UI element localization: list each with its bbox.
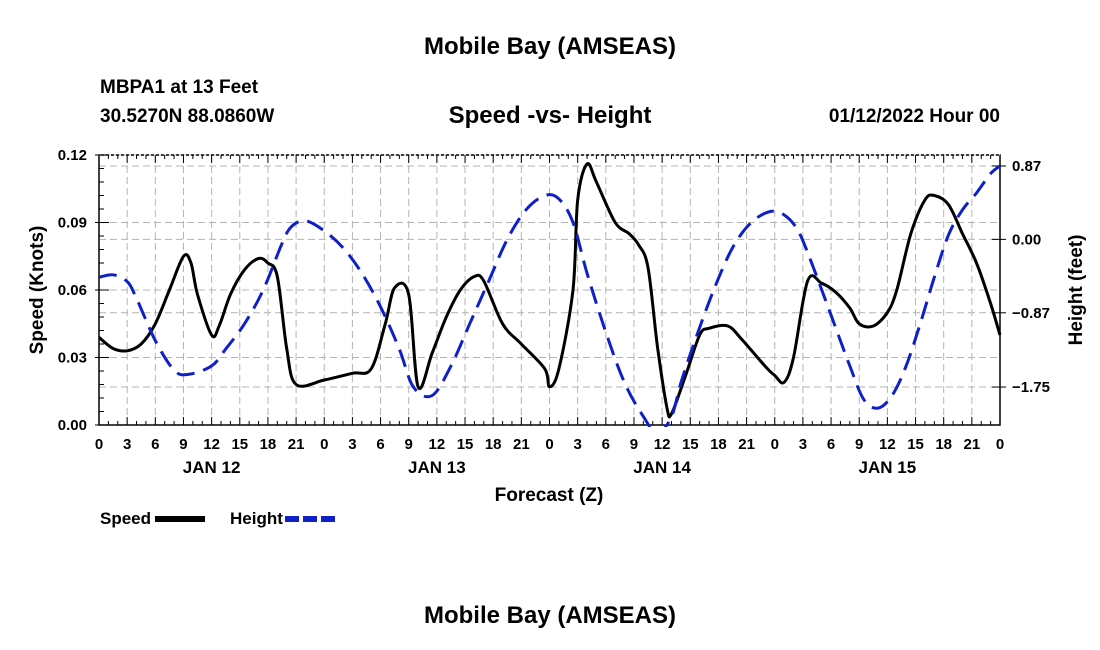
x-tick-label: 6 <box>827 436 835 453</box>
x-tick-label: 15 <box>682 436 699 453</box>
y-right-tick-label: −1.75 <box>1012 379 1050 396</box>
y-left-tick-label: 0.00 <box>58 417 87 434</box>
run-time: 01/12/2022 Hour 00 <box>828 106 1000 127</box>
y-axis-right-label: Height (feet) <box>1066 235 1087 346</box>
y-left-tick-label: 0.06 <box>58 282 87 299</box>
x-tick-label: 18 <box>935 436 952 453</box>
station-coords: 30.5270N 88.0860W <box>100 106 275 127</box>
x-tick-label: 21 <box>288 436 305 453</box>
x-tick-label: 9 <box>405 436 413 453</box>
legend-speed: Speed <box>100 509 206 529</box>
x-tick-label: 9 <box>855 436 863 453</box>
x-tick-label: 9 <box>179 436 187 453</box>
series-layer <box>99 162 1002 427</box>
x-tick-label: 0 <box>95 436 103 453</box>
series-height-line <box>99 164 1001 427</box>
x-tick-label: 0 <box>996 436 1004 453</box>
x-tick-label: 18 <box>710 436 727 453</box>
legend-height-swatch <box>284 516 335 522</box>
legend-height-label: Height <box>230 509 283 528</box>
x-tick-label: 9 <box>630 436 638 453</box>
y-left-tick-label: 0.03 <box>58 350 87 367</box>
x-tick-label: 21 <box>738 436 755 453</box>
chart-subtitle: Speed -vs- Height <box>448 102 652 129</box>
x-tick-label: 3 <box>123 436 131 453</box>
y-left-tick-label: 0.09 <box>58 215 87 232</box>
grid-lines <box>99 155 1000 425</box>
legend-speed-swatch <box>155 516 206 522</box>
day-label: JAN 13 <box>408 458 466 477</box>
x-tick-label: 15 <box>907 436 924 453</box>
x-tick-label: 0 <box>771 436 779 453</box>
x-tick-label: 18 <box>485 436 502 453</box>
x-tick-label: 3 <box>348 436 356 453</box>
legend-speed-label: Speed <box>100 509 152 528</box>
y-left-tick-label: 0.12 <box>58 147 87 164</box>
x-tick-label: 3 <box>799 436 807 453</box>
y-right-tick-label: 0.00 <box>1012 231 1041 248</box>
legend-height: Height <box>230 509 337 529</box>
station-name: MBPA1 at 13 Feet <box>100 77 259 98</box>
x-tick-label: 21 <box>513 436 530 453</box>
footer-title: Mobile Bay (AMSEAS) <box>423 602 677 629</box>
axes: 0 3 6 9 12 15 18 21 0 3 6 9 12 15 18 21 0 3 6 9 12 15 18 21 0 3 6 9… <box>58 147 1050 477</box>
day-label: JAN 15 <box>859 458 917 477</box>
x-tick-label: 18 <box>260 436 277 453</box>
x-tick-label: 0 <box>545 436 553 453</box>
y-right-tick-label: 0.87 <box>1012 158 1041 175</box>
x-tick-label: 0 <box>320 436 328 453</box>
y-right-tick-label: −0.87 <box>1012 305 1050 322</box>
x-tick-label: 6 <box>602 436 610 453</box>
day-label: JAN 14 <box>633 458 691 477</box>
chart-title: Mobile Bay (AMSEAS) <box>423 33 677 60</box>
x-tick-label: 12 <box>203 436 220 453</box>
x-tick-label: 12 <box>654 436 671 453</box>
x-tick-label: 12 <box>429 436 446 453</box>
x-tick-label: 21 <box>964 436 981 453</box>
series-speed-line <box>99 162 1002 419</box>
day-label: JAN 12 <box>183 458 241 477</box>
x-tick-label: 12 <box>879 436 896 453</box>
x-axis-label: Forecast (Z) <box>495 485 604 506</box>
x-tick-label: 6 <box>151 436 159 453</box>
x-tick-label: 15 <box>457 436 474 453</box>
y-axis-left-label: Speed (Knots) <box>27 226 48 355</box>
x-tick-label: 6 <box>376 436 384 453</box>
x-tick-label: 15 <box>231 436 248 453</box>
x-tick-label: 3 <box>573 436 581 453</box>
